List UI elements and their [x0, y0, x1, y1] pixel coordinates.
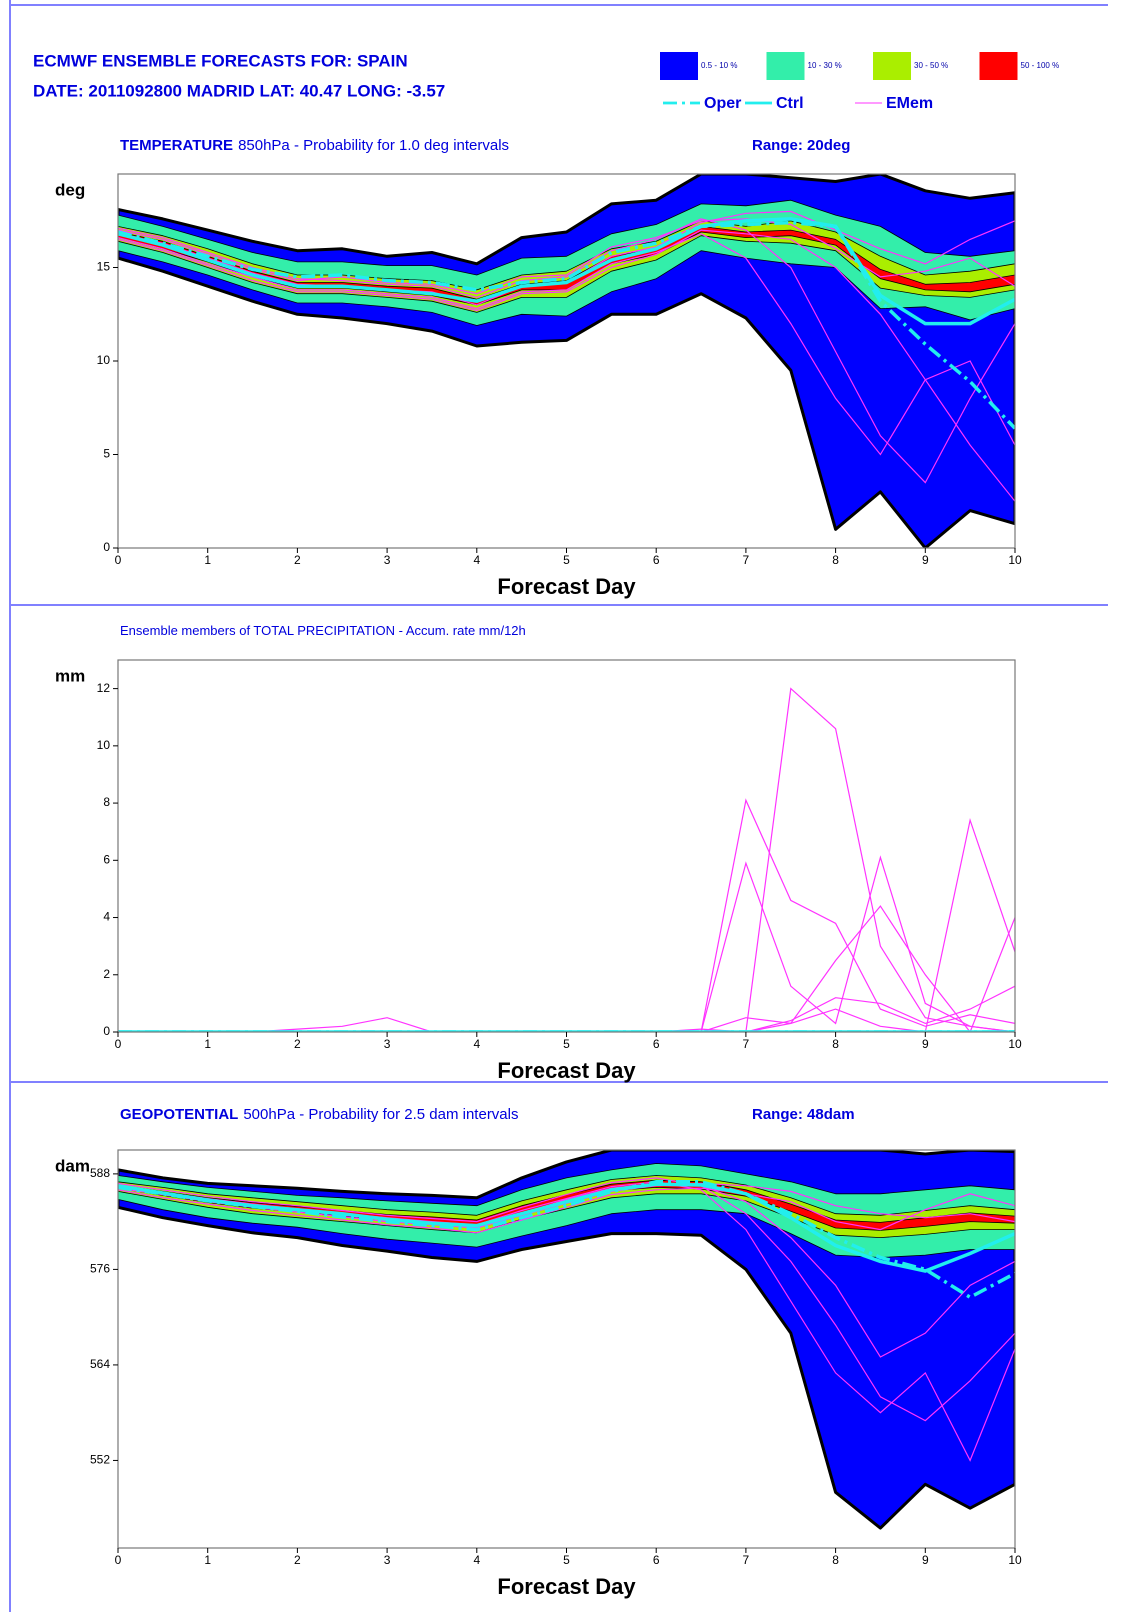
- ctrl-line: [118, 217, 1015, 326]
- member-line: [118, 855, 1015, 1032]
- y-tick-label: 0: [103, 540, 110, 554]
- legend-label: 0.5 - 10 %: [701, 61, 737, 70]
- y-axis-label: mm: [55, 666, 85, 685]
- title-param: TEMPERATURE: [120, 137, 233, 154]
- y-tick-label: 8: [103, 795, 110, 809]
- x-tick-label: 4: [473, 1553, 480, 1567]
- legend-label: Oper: [704, 95, 741, 112]
- y-tick-label: 4: [103, 910, 110, 924]
- x-tick-label: 2: [294, 553, 301, 567]
- x-tick-label: 5: [563, 1553, 570, 1567]
- x-tick-label: 7: [743, 553, 750, 567]
- y-tick-label: 0: [103, 1024, 110, 1038]
- y-axis-label: dam: [55, 1156, 90, 1175]
- legend-swatch: [979, 52, 1018, 80]
- x-tick-label: 0: [115, 1553, 122, 1567]
- header-subtitle: DATE: 2011092800 MADRID LAT: 40.47 LONG:…: [33, 81, 445, 100]
- x-tick-label: 8: [832, 1037, 839, 1051]
- y-tick-label: 564: [90, 1357, 110, 1371]
- x-tick-label: 9: [922, 1037, 929, 1051]
- x-tick-label: 4: [473, 1037, 480, 1051]
- member-line: [118, 229, 1015, 502]
- x-tick-label: 3: [384, 1037, 391, 1051]
- x-tick-label: 3: [384, 553, 391, 567]
- x-tick-label: 10: [1008, 1037, 1022, 1051]
- chart-title: GEOPOTENTIAL 500hPa - Probability for 2.5…: [120, 1106, 519, 1123]
- legend-label: 10 - 30 %: [808, 61, 842, 70]
- x-tick-label: 9: [922, 553, 929, 567]
- x-tick-label: 8: [832, 1553, 839, 1567]
- y-tick-label: 2: [103, 967, 110, 981]
- y-tick-label: 10: [97, 353, 111, 367]
- x-tick-label: 6: [653, 553, 660, 567]
- probability-band: [118, 1150, 1015, 1530]
- title-detail: 500hPa - Probability for 2.5 dam interva…: [243, 1106, 518, 1123]
- x-tick-label: 10: [1008, 1553, 1022, 1567]
- member-line: [118, 817, 1015, 1032]
- x-tick-label: 2: [294, 1037, 301, 1051]
- title-detail: 850hPa - Probability for 1.0 deg interva…: [238, 137, 509, 154]
- x-tick-label: 7: [743, 1553, 750, 1567]
- x-tick-label: 2: [294, 1553, 301, 1567]
- x-tick-label: 9: [922, 1553, 929, 1567]
- x-tick-label: 6: [653, 1553, 660, 1567]
- y-tick-label: 5: [103, 447, 110, 461]
- x-axis-label: Forecast Day: [497, 1058, 636, 1083]
- plot-frame: [117, 659, 1016, 1033]
- x-tick-label: 5: [563, 553, 570, 567]
- plot-area: [118, 174, 1015, 548]
- plot-area: [118, 687, 1015, 1032]
- y-tick-label: 15: [97, 260, 111, 274]
- y-tick-label: 552: [90, 1453, 110, 1467]
- x-axis-label: Forecast Day: [497, 574, 636, 599]
- x-tick-label: 6: [653, 1037, 660, 1051]
- x-tick-label: 1: [204, 553, 211, 567]
- y-tick-label: 576: [90, 1262, 110, 1276]
- header-title: ECMWF ENSEMBLE FORECASTS FOR: SPAIN: [33, 51, 408, 70]
- x-tick-label: 0: [115, 553, 122, 567]
- chart-title: TEMPERATURE 850hPa - Probability for 1.0 …: [120, 137, 509, 154]
- legend-label: EMem: [886, 95, 933, 112]
- x-tick-label: 1: [204, 1037, 211, 1051]
- plot-area: [118, 1150, 1015, 1530]
- x-tick-label: 1: [204, 1553, 211, 1567]
- legend-label: 50 - 100 %: [1021, 61, 1060, 70]
- x-axis-label: Forecast Day: [497, 1574, 636, 1599]
- oper-line: [118, 220, 1015, 430]
- y-axis-label: deg: [55, 180, 85, 199]
- chart-title: Ensemble members of TOTAL PRECIPITATION …: [120, 623, 526, 638]
- legend-swatch: [873, 52, 911, 80]
- member-line: [118, 1177, 1015, 1422]
- member-line: [118, 687, 1015, 1032]
- x-tick-label: 3: [384, 1553, 391, 1567]
- legend-label: Ctrl: [776, 95, 804, 112]
- x-tick-label: 7: [743, 1037, 750, 1051]
- legend-label: 30 - 50 %: [914, 61, 948, 70]
- y-tick-label: 588: [90, 1166, 110, 1180]
- x-tick-label: 8: [832, 553, 839, 567]
- range-note: Range: 20deg: [752, 137, 850, 154]
- ctrl-line: [118, 1182, 1015, 1273]
- title-param: GEOPOTENTIAL: [120, 1106, 238, 1123]
- member-line: [118, 798, 1015, 1032]
- title-detail: Ensemble members of TOTAL PRECIPITATION …: [120, 623, 526, 638]
- y-tick-label: 12: [97, 681, 111, 695]
- legend-swatch: [660, 52, 698, 80]
- range-note: Range: 48dam: [752, 1106, 855, 1123]
- legend-swatch: [766, 52, 805, 80]
- probability-band: [118, 1163, 1015, 1258]
- x-tick-label: 4: [473, 553, 480, 567]
- x-tick-label: 0: [115, 1037, 122, 1051]
- x-tick-label: 5: [563, 1037, 570, 1051]
- y-tick-label: 6: [103, 852, 110, 866]
- x-tick-label: 10: [1008, 553, 1022, 567]
- member-line: [118, 233, 1015, 456]
- y-tick-label: 10: [97, 738, 111, 752]
- member-line: [118, 905, 1015, 1032]
